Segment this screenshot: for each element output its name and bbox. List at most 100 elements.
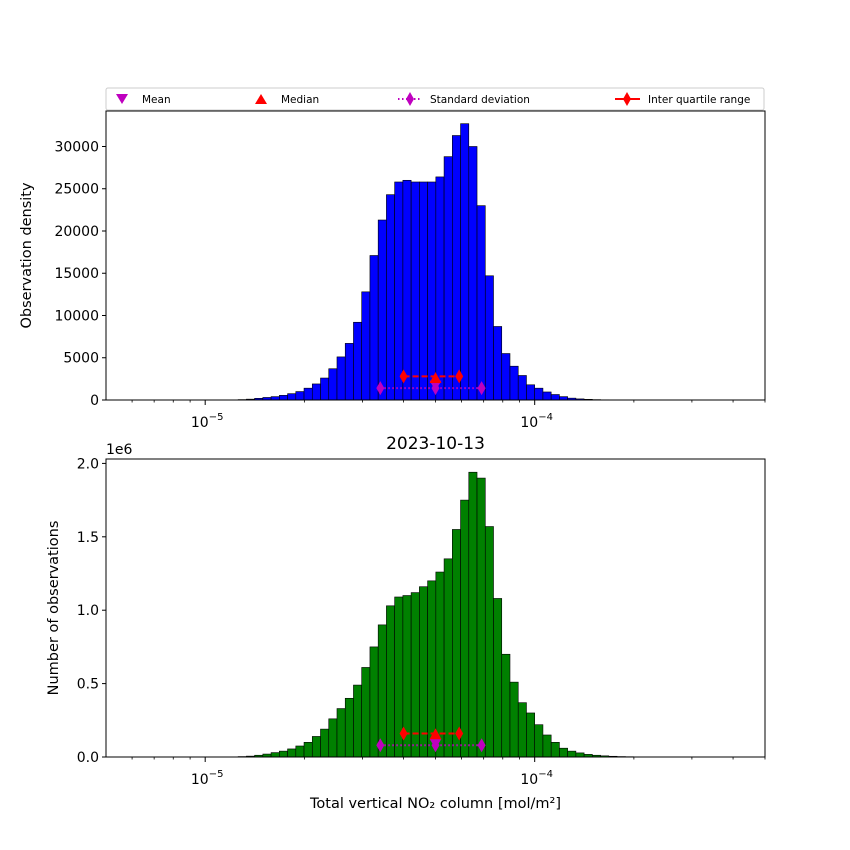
legend-frame [105,87,765,111]
std-marker [376,381,385,396]
y-tick-label: 25000 [54,182,99,198]
legend-mean-marker [116,94,128,104]
histogram-bar [419,586,428,758]
histogram-bar [550,742,560,758]
histogram-bar [377,219,387,401]
legend: Mean Median Standard deviation Inter qua… [105,87,765,111]
std-marker [477,381,486,396]
count-histogram: 0.0 0.5 1.0 1.5 2.0 10−5 10−4 Number of observa… [46,434,766,812]
x-axis-label: Total vertical NO₂ column [mol/m²] [309,796,561,812]
y-tick-label: 0 [90,393,99,409]
histogram-bar [311,383,321,401]
histogram-bar [353,684,362,758]
x-tick-label: 10−5 [191,412,224,431]
histogram-bar [460,123,470,401]
chart-title: 2023-10-13 [386,434,485,454]
histogram-bar [575,752,585,758]
histogram-bar [501,653,511,758]
histogram-bar [279,750,288,758]
y-axis-label: Observation density [19,182,35,328]
std-marker [477,738,486,753]
legend-std-marker [406,92,414,106]
histogram-bar [526,712,535,758]
histogram-bar [410,592,420,758]
histogram-bar [336,356,346,401]
histogram-bar [452,529,461,758]
histogram-bar [542,391,552,401]
histogram-bar [468,146,478,401]
y-tick-label: 5000 [63,351,99,367]
histogram-bar [377,624,387,758]
legend-iqr-marker [623,92,631,106]
histogram-bar [386,605,395,758]
histogram-bar [361,667,371,758]
histogram-bar [328,718,338,758]
histogram-bar [476,205,486,401]
histogram-bar [493,598,503,758]
histogram-bar [443,558,453,758]
histogram-bar [509,365,519,401]
histogram-bar [287,393,297,401]
y-tick-label: 1.0 [77,603,99,619]
y-tick-label: 30000 [54,139,99,155]
histogram-bar [320,377,330,401]
iqr-marker [399,369,408,384]
histogram-bar [328,368,338,401]
histogram-bar [559,747,568,758]
mean-marker [429,738,442,749]
histogram-bar [410,181,420,401]
histogram-bar [534,724,544,758]
y-offset-label: 1e6 [106,442,133,458]
histogram-bar [493,326,503,401]
median-marker [429,728,442,740]
histogram-bar [311,736,321,758]
legend-mean-label: Mean [142,94,171,106]
histogram-bar [484,526,494,758]
histogram-bar [344,343,354,401]
histogram-bar [353,321,362,401]
legend-iqr-label: Inter quartile range [648,94,750,106]
y-tick-label: 0.0 [77,750,99,766]
histogram-bar [501,353,511,401]
legend-std-label: Standard deviation [430,94,530,106]
histogram-bar [484,275,494,401]
x-tick-label: 10−4 [520,412,553,431]
histogram-bar [295,391,305,401]
histogram-bar [452,135,461,401]
histogram-bar [534,387,544,401]
y-tick-label: 20000 [54,224,99,240]
histogram-bar [427,181,437,401]
histogram-bar [320,728,330,758]
histogram-bar [559,396,568,401]
iqr-marker [399,726,408,741]
histogram-bar [344,697,354,758]
iqr-marker [455,369,464,384]
histogram-bar [468,471,478,758]
histogram-bar [419,181,428,401]
histogram-bar [460,499,470,758]
y-axis-label: Number of observations [46,521,62,696]
histogram-bar [279,395,288,401]
histogram-bar [270,396,280,401]
histogram-bar [394,181,404,401]
histogram-bar [509,681,519,758]
legend-median-label: Median [281,94,319,106]
x-tick-label: 10−5 [191,769,224,788]
histogram-bar [435,176,445,401]
density-histogram: 0 5000 10000 15000 20000 25000 30000 10−5 10−4 Ob… [19,110,766,431]
histogram-bar [270,752,280,758]
iqr-marker [455,726,464,741]
histogram-bar [369,646,379,758]
y-tick-label: 1.5 [77,530,99,546]
histogram-bar [361,291,371,401]
x-tick-label: 10−4 [520,769,553,788]
histogram-bar [295,745,305,758]
y-tick-label: 15000 [54,266,99,282]
histogram-bar [443,156,453,401]
histogram-bar [526,384,535,401]
legend-median-marker [255,94,267,104]
histogram-bar [517,702,527,758]
histogram-bar [402,179,412,401]
histogram-bar [517,375,527,401]
